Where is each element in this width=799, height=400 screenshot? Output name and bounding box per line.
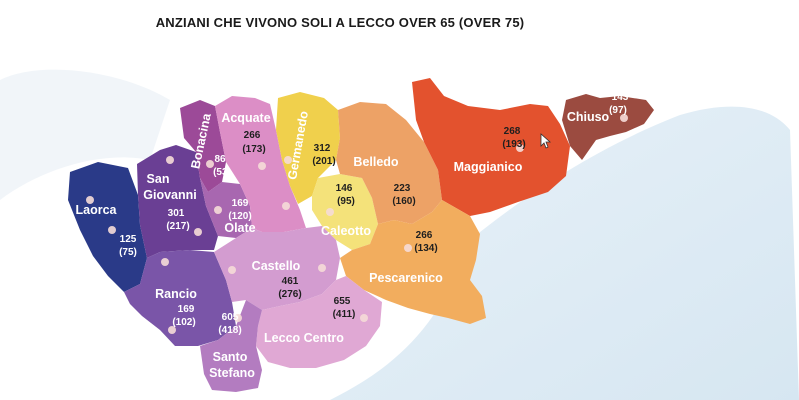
label-maggianico: Maggianico 268 (193) (454, 126, 526, 174)
dot-castello-2 (318, 264, 326, 272)
over75-germanedo: (201) (312, 156, 335, 167)
district-germanedo[interactable] (276, 92, 340, 204)
district-name-castello: Castello (252, 259, 301, 273)
dot-bonacina (206, 160, 214, 168)
over65-caleotto: 146 (336, 183, 353, 194)
dot-san-giovanni-2 (194, 228, 202, 236)
district-name-pescarenico: Pescarenico (369, 271, 443, 285)
district-name-caleotto: Caleotto (321, 224, 371, 238)
dot-santo-stefano (234, 314, 242, 322)
district-maggianico[interactable] (412, 78, 570, 216)
district-name-santo-stefano-1: Santo (213, 350, 248, 364)
lake-background (330, 106, 799, 400)
label-santo-stefano: 605 (418) Santo Stefano (209, 312, 255, 380)
label-caleotto: 146 (95) Caleotto (321, 183, 371, 238)
over75-caleotto: (95) (337, 196, 355, 207)
district-name-san-giovanni-2: Giovanni (143, 188, 196, 202)
label-san-giovanni: San Giovanni 301 (217) (143, 172, 196, 232)
over65-belledo: 223 (394, 183, 411, 194)
dot-rancio-2 (168, 326, 176, 334)
over75-belledo: (160) (392, 196, 415, 207)
dot-castello-1 (228, 266, 236, 274)
map-title: ANZIANI CHE VIVONO SOLI A LECCO OVER 65 … (155, 15, 525, 30)
over75-acquate: (173) (242, 144, 265, 155)
district-name-belledo: Belledo (353, 155, 399, 169)
over75-san-giovanni: (217) (166, 221, 189, 232)
district-rancio[interactable] (124, 250, 236, 346)
over75-olate: (120) (228, 211, 251, 222)
dot-rancio-1 (161, 258, 169, 266)
district-caleotto[interactable] (312, 174, 378, 250)
label-laorca: Laorca 125 (75) (76, 203, 137, 258)
dot-caleotto (326, 208, 334, 216)
district-chiuso[interactable] (562, 94, 654, 160)
label-rancio: Rancio 169 (102) (155, 287, 197, 328)
over75-lecco-centro: (411) (333, 309, 356, 320)
over75-castello: (276) (278, 289, 301, 300)
dot-pescarenico (404, 244, 412, 252)
district-name-maggianico: Maggianico (454, 160, 523, 174)
district-castello[interactable] (214, 226, 340, 310)
label-acquate: Acquate 266 (173) (221, 111, 270, 155)
over65-bonacina: 86 (214, 154, 226, 165)
district-name-santo-stefano-2: Stefano (209, 366, 255, 380)
over75-chiuso: (97) (609, 105, 627, 116)
label-lecco-centro: 655 (411) Lecco Centro (264, 296, 355, 345)
label-belledo: Belledo 223 (160) (353, 155, 415, 207)
over65-germanedo: 312 (314, 143, 331, 154)
district-lecco-centro[interactable] (256, 276, 382, 368)
mouse-cursor-icon (540, 133, 552, 149)
district-name-san-giovanni-1: San (147, 172, 170, 186)
over75-maggianico: (193) (502, 139, 525, 150)
over75-santo-stefano: (418) (218, 325, 241, 336)
over75-bonacina: (53) (213, 167, 231, 178)
dot-germanedo (284, 156, 292, 164)
district-pescarenico[interactable] (340, 200, 486, 324)
district-name-rancio: Rancio (155, 287, 197, 301)
label-pescarenico: 266 (134) Pescarenico (369, 230, 443, 285)
district-santo-stefano[interactable] (200, 300, 262, 392)
over65-pescarenico: 266 (416, 230, 433, 241)
dot-laorca-1 (86, 196, 94, 204)
over65-maggianico: 268 (504, 126, 521, 137)
over75-pescarenico: (134) (414, 243, 437, 254)
district-laorca[interactable] (68, 162, 147, 292)
district-name-olate: Olate (224, 221, 255, 235)
left-wash (0, 69, 170, 200)
district-name-laorca: Laorca (76, 203, 118, 217)
over65-chiuso: 143 (612, 92, 629, 103)
over65-rancio: 169 (178, 304, 195, 315)
dot-laorca-2 (108, 226, 116, 234)
dot-acquate-2 (282, 202, 290, 210)
over65-acquate: 266 (244, 130, 261, 141)
district-belledo[interactable] (336, 102, 442, 224)
over75-laorca: (75) (119, 247, 137, 258)
label-castello: Castello 461 (276) (252, 259, 302, 300)
district-name-acquate: Acquate (221, 111, 270, 125)
dot-maggianico (516, 144, 524, 152)
label-olate: 169 (120) Olate (224, 198, 255, 235)
district-name-chiuso: Chiuso (567, 110, 610, 124)
over65-castello: 461 (282, 276, 299, 287)
district-name-lecco-centro: Lecco Centro (264, 331, 344, 345)
over65-san-giovanni: 301 (168, 208, 185, 219)
dot-olate (214, 206, 222, 214)
district-olate[interactable] (200, 178, 252, 238)
over65-santo-stefano: 605 (222, 312, 239, 323)
over65-laorca: 125 (120, 234, 137, 245)
dot-san-giovanni-1 (166, 156, 174, 164)
dot-lecco-centro (360, 314, 368, 322)
label-chiuso: Chiuso 143 (97) (567, 92, 629, 124)
over65-olate: 169 (232, 198, 249, 209)
over75-rancio: (102) (172, 317, 195, 328)
dot-chiuso (620, 114, 628, 122)
dot-acquate-1 (258, 162, 266, 170)
district-bonacina[interactable] (180, 100, 226, 192)
over65-lecco-centro: 655 (334, 296, 351, 307)
